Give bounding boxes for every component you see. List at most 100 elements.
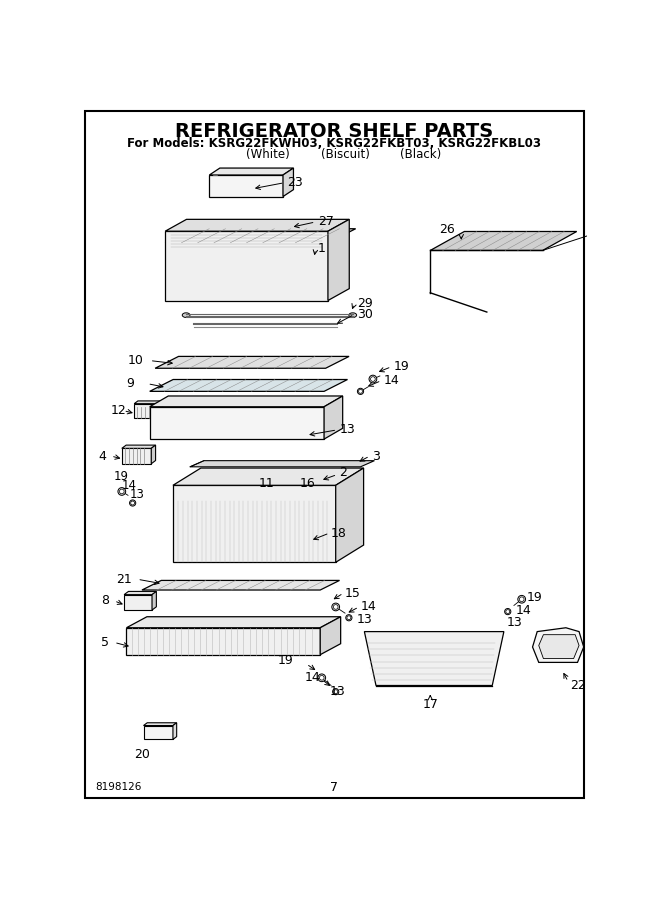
- Text: (White): (White): [246, 148, 289, 161]
- Text: 22: 22: [570, 679, 585, 692]
- Polygon shape: [126, 628, 320, 654]
- Polygon shape: [533, 628, 584, 662]
- Text: 19: 19: [527, 591, 543, 604]
- Circle shape: [346, 615, 352, 621]
- Polygon shape: [151, 446, 156, 464]
- Circle shape: [130, 500, 136, 506]
- Text: 12: 12: [111, 404, 126, 417]
- Circle shape: [520, 597, 524, 601]
- Polygon shape: [122, 446, 156, 448]
- Circle shape: [119, 490, 124, 494]
- Text: (Biscuit): (Biscuit): [321, 148, 370, 161]
- Circle shape: [506, 609, 510, 614]
- Text: REFRIGERATOR SHELF PARTS: REFRIGERATOR SHELF PARTS: [175, 122, 494, 141]
- Text: 14: 14: [304, 671, 320, 684]
- Polygon shape: [143, 725, 173, 740]
- Text: 10: 10: [128, 354, 144, 367]
- Circle shape: [357, 388, 364, 394]
- Text: 26: 26: [439, 223, 455, 236]
- Circle shape: [332, 603, 340, 611]
- Polygon shape: [173, 485, 336, 562]
- Polygon shape: [173, 468, 364, 485]
- Polygon shape: [165, 231, 328, 301]
- Polygon shape: [126, 616, 340, 628]
- Text: 1: 1: [318, 242, 326, 256]
- Circle shape: [359, 390, 363, 393]
- Polygon shape: [124, 591, 156, 595]
- Text: 14: 14: [384, 374, 400, 387]
- Circle shape: [369, 375, 377, 382]
- Polygon shape: [134, 400, 163, 404]
- Text: 17: 17: [422, 698, 438, 711]
- Text: 2: 2: [339, 466, 347, 480]
- Text: 3: 3: [372, 449, 380, 463]
- Text: 13: 13: [506, 616, 522, 629]
- Circle shape: [318, 674, 325, 681]
- Polygon shape: [143, 723, 177, 725]
- Text: 23: 23: [287, 176, 303, 189]
- Polygon shape: [124, 595, 152, 610]
- Circle shape: [334, 689, 338, 694]
- Text: 27: 27: [318, 215, 334, 229]
- Text: 18: 18: [331, 526, 347, 539]
- Polygon shape: [142, 580, 340, 590]
- Text: 19: 19: [394, 360, 409, 373]
- Text: 19: 19: [278, 654, 294, 668]
- Circle shape: [333, 688, 339, 695]
- Text: 8: 8: [101, 594, 109, 608]
- Polygon shape: [237, 470, 333, 474]
- Polygon shape: [173, 723, 177, 740]
- Polygon shape: [539, 634, 579, 659]
- Polygon shape: [320, 616, 340, 654]
- Polygon shape: [165, 220, 349, 231]
- Polygon shape: [165, 229, 355, 243]
- Text: 29: 29: [357, 297, 372, 310]
- Text: 13: 13: [130, 488, 145, 501]
- Circle shape: [518, 596, 526, 603]
- Circle shape: [505, 608, 511, 615]
- Polygon shape: [209, 175, 283, 196]
- Polygon shape: [152, 591, 156, 610]
- Polygon shape: [364, 632, 504, 686]
- Circle shape: [118, 488, 126, 495]
- Text: 16: 16: [300, 477, 316, 490]
- Text: 13: 13: [357, 613, 372, 626]
- Text: 30: 30: [357, 308, 372, 321]
- Text: (Black): (Black): [400, 148, 441, 161]
- Polygon shape: [122, 448, 151, 464]
- Polygon shape: [336, 468, 364, 562]
- Polygon shape: [150, 407, 324, 439]
- Circle shape: [319, 676, 324, 680]
- Text: 21: 21: [116, 572, 132, 586]
- Text: 13: 13: [340, 423, 355, 436]
- Text: 14: 14: [516, 604, 531, 617]
- Text: 20: 20: [134, 748, 150, 761]
- Text: 8198126: 8198126: [95, 782, 142, 792]
- Text: 19: 19: [114, 470, 129, 482]
- Polygon shape: [209, 168, 293, 175]
- Polygon shape: [328, 220, 349, 301]
- Polygon shape: [283, 168, 293, 196]
- Polygon shape: [190, 461, 374, 467]
- Polygon shape: [159, 400, 163, 418]
- Polygon shape: [150, 396, 343, 407]
- Text: For Models: KSRG22FKWH03, KSRG22FKBT03, KSRG22FKBL03: For Models: KSRG22FKWH03, KSRG22FKBT03, …: [127, 138, 541, 150]
- Text: 9: 9: [126, 377, 134, 391]
- Polygon shape: [324, 396, 343, 439]
- Ellipse shape: [183, 313, 190, 318]
- Circle shape: [130, 501, 134, 505]
- Polygon shape: [150, 380, 348, 392]
- Text: 15: 15: [345, 587, 361, 599]
- Ellipse shape: [349, 313, 357, 318]
- Polygon shape: [155, 356, 349, 368]
- Polygon shape: [134, 404, 159, 418]
- Text: 13: 13: [329, 685, 346, 698]
- Text: 14: 14: [122, 479, 137, 491]
- Circle shape: [370, 377, 375, 382]
- Text: 4: 4: [98, 449, 106, 463]
- Circle shape: [347, 616, 351, 620]
- Circle shape: [333, 605, 338, 609]
- Text: 14: 14: [361, 600, 376, 614]
- Polygon shape: [430, 231, 577, 250]
- Text: 11: 11: [258, 477, 274, 490]
